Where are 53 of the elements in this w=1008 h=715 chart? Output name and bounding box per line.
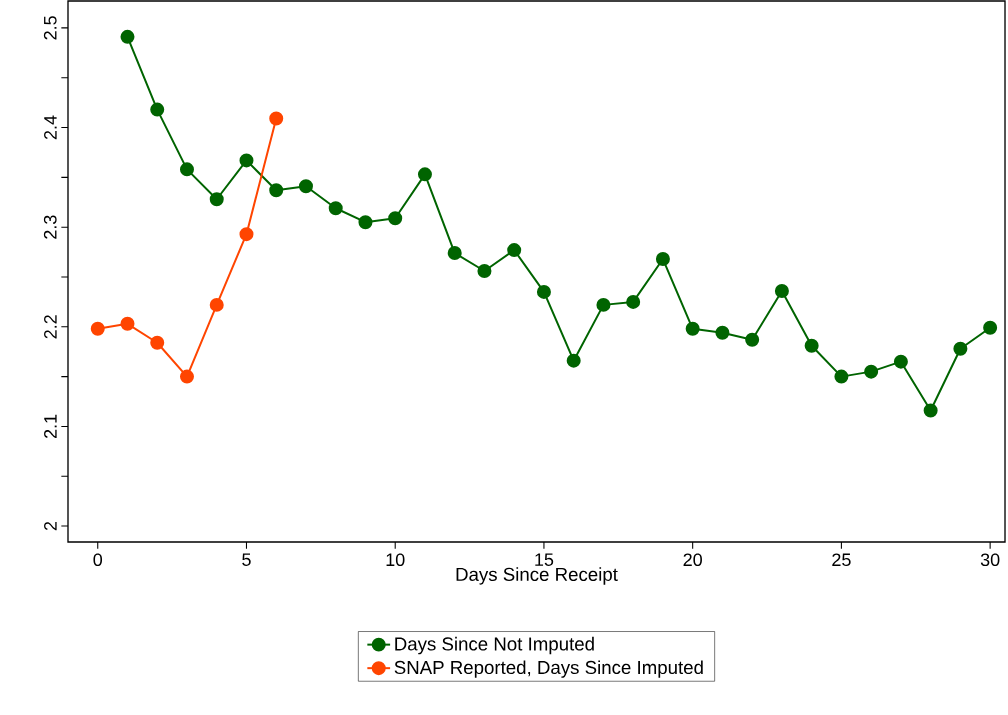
y-tick-label: 2.4 [44,115,57,140]
point [417,167,432,182]
point [655,252,670,267]
y-tick-label: 2.2 [44,315,57,339]
y-tick-label: 2.5 [43,16,57,40]
x-axis-title: Days Since Receipt [456,567,618,585]
point [507,243,522,258]
point [298,179,313,194]
point [179,369,194,384]
legend-label: Days Since Not Imputed [395,636,594,655]
point [626,294,641,309]
point [120,29,135,44]
point [834,369,849,384]
point [209,297,224,312]
point [685,321,700,336]
y-tick-label: 2.1 [44,414,57,439]
point [893,354,908,369]
point [596,297,611,312]
point [150,102,165,117]
point [328,201,343,216]
x-tick-label: 0 [93,553,103,567]
x-tick-label: 5 [242,553,251,566]
x-tick-label: 20 [683,553,702,567]
point [566,353,581,368]
x-tick-label: 10 [386,553,405,567]
x-tick-label: 25 [832,553,851,567]
point [120,316,135,331]
point [983,320,998,335]
point [150,335,165,350]
point [536,284,551,299]
x-tick-label: 30 [980,553,1000,567]
point [239,227,254,242]
point [239,153,254,168]
point [477,264,492,278]
point [447,246,462,261]
point [804,338,819,353]
point [715,325,730,340]
point [388,211,403,226]
point [774,283,789,298]
point [269,111,284,126]
y-tick-label: 2 [44,521,57,531]
point [269,183,284,198]
point [179,162,194,177]
x-tick-label: 15 [535,553,554,566]
point [745,332,760,347]
point [90,321,105,336]
y-tick-label: 2.3 [43,215,57,239]
legend-label: SNAP Reported, Days Since Imputed [394,660,703,678]
point [209,192,224,207]
point [358,215,373,230]
point [923,403,938,418]
point [864,364,879,379]
point [953,341,968,356]
